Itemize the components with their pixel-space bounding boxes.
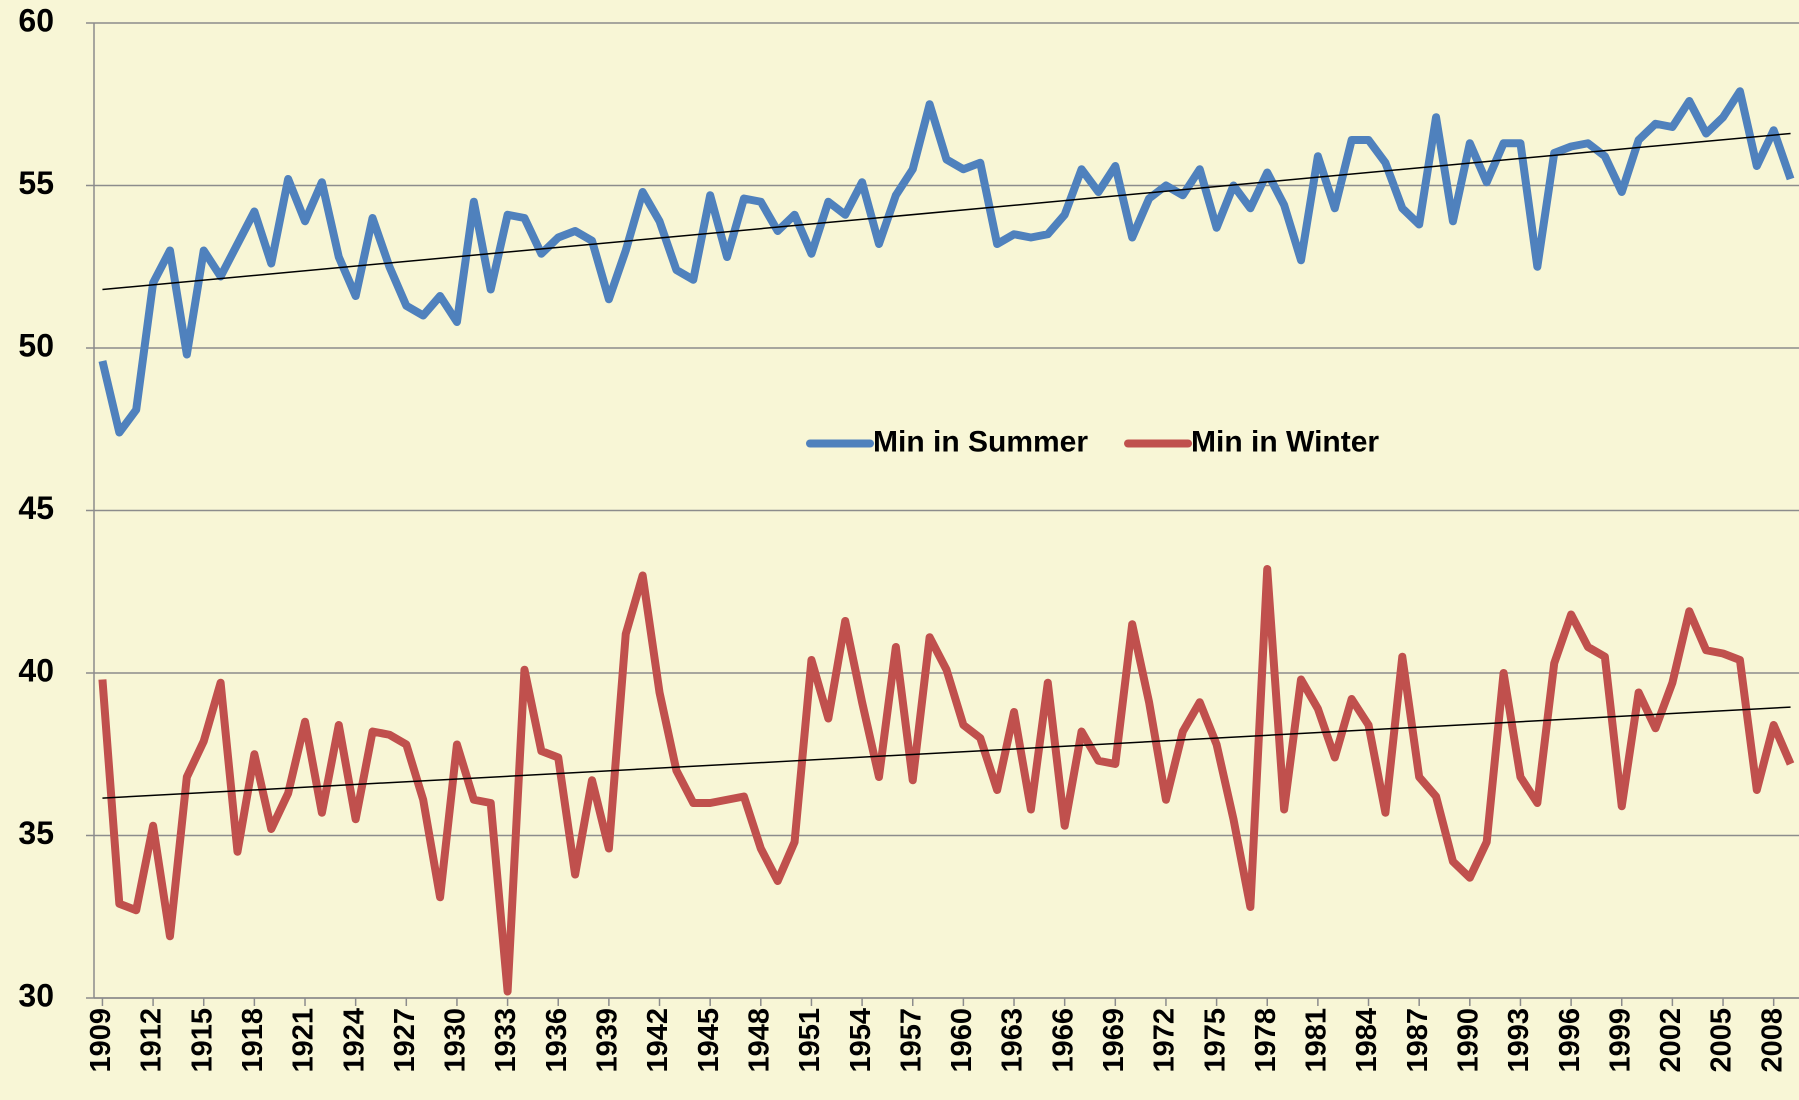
x-tick-label: 2002 bbox=[1655, 1008, 1687, 1073]
trend-line bbox=[102, 132, 1791, 291]
x-tick-label: 1960 bbox=[946, 1008, 978, 1073]
x-tick-label: 1987 bbox=[1402, 1008, 1434, 1073]
x-tick-label: 1957 bbox=[895, 1008, 927, 1073]
series-line bbox=[98, 565, 1795, 996]
trend-line bbox=[102, 706, 1791, 799]
x-tick-label: 1939 bbox=[592, 1008, 624, 1073]
x-tick-label: 1996 bbox=[1554, 1008, 1586, 1073]
x-tick-label: 1918 bbox=[237, 1008, 269, 1073]
x-tick-label: 1999 bbox=[1604, 1008, 1636, 1073]
x-tick-label: 1963 bbox=[997, 1008, 1029, 1073]
y-tick-label: 60 bbox=[18, 2, 54, 38]
x-tick-label: 1909 bbox=[85, 1008, 117, 1073]
x-tick-label: 1924 bbox=[338, 1008, 370, 1073]
x-tick-label: 1936 bbox=[541, 1008, 573, 1073]
y-tick-label: 50 bbox=[18, 327, 54, 363]
x-tick-label: 1930 bbox=[440, 1008, 472, 1073]
x-tick-label: 1942 bbox=[642, 1008, 674, 1073]
x-tick-label: 1972 bbox=[1149, 1008, 1181, 1073]
x-tick-label: 1912 bbox=[136, 1008, 168, 1073]
legend-label: Min in Summer bbox=[873, 425, 1088, 458]
x-tick-label: 1966 bbox=[1047, 1008, 1079, 1073]
x-tick-label: 1915 bbox=[186, 1008, 218, 1073]
x-tick-label: 1969 bbox=[1098, 1008, 1130, 1073]
x-tick-label: 1933 bbox=[490, 1008, 522, 1073]
y-tick-label: 55 bbox=[18, 165, 54, 201]
x-tick-label: 1948 bbox=[743, 1008, 775, 1073]
y-tick-label: 30 bbox=[18, 977, 54, 1013]
y-tick-label: 40 bbox=[18, 652, 54, 688]
legend-label: Min in Winter bbox=[1191, 425, 1379, 458]
x-tick-label: 1945 bbox=[693, 1008, 725, 1073]
x-tick-label: 1984 bbox=[1351, 1008, 1383, 1073]
x-tick-label: 1951 bbox=[794, 1008, 826, 1073]
x-tick-label: 2005 bbox=[1706, 1008, 1738, 1073]
x-tick-label: 2008 bbox=[1756, 1008, 1788, 1073]
x-tick-label: 1927 bbox=[389, 1008, 421, 1073]
x-tick-label: 1954 bbox=[845, 1008, 877, 1073]
y-tick-label: 45 bbox=[18, 490, 54, 526]
x-tick-label: 1993 bbox=[1503, 1008, 1535, 1073]
y-tick-label: 35 bbox=[18, 815, 54, 851]
x-tick-label: 1981 bbox=[1301, 1008, 1333, 1073]
x-tick-label: 1975 bbox=[1199, 1008, 1231, 1073]
series-line bbox=[98, 87, 1795, 437]
x-tick-label: 1921 bbox=[288, 1008, 320, 1073]
x-tick-label: 1990 bbox=[1452, 1008, 1484, 1073]
x-tick-label: 1978 bbox=[1250, 1008, 1282, 1073]
